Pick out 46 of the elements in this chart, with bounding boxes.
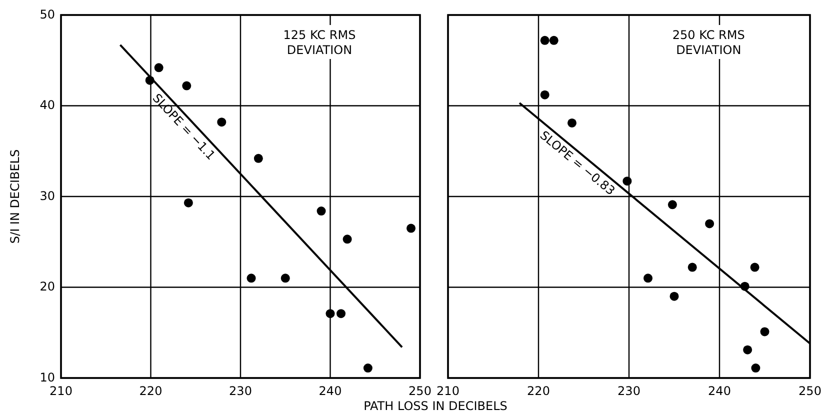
point — [217, 118, 226, 127]
x-tick-label: 220 — [527, 384, 550, 398]
y-axis-title: S/I IN DECIBELS — [8, 149, 22, 244]
point — [622, 176, 632, 186]
y-tick-label: 40 — [40, 98, 55, 112]
text: 250 KC RMS DEVIATION — [672, 28, 745, 57]
x-tick-label: 250 — [408, 384, 432, 398]
x-tick-label: 210 — [436, 384, 460, 398]
x-tick-label: 230 — [229, 384, 252, 398]
point — [280, 274, 290, 283]
point — [154, 63, 164, 72]
x-tick-label: 210 — [50, 384, 72, 398]
x-tick-label: 240 — [318, 384, 342, 398]
point — [688, 262, 697, 272]
point — [705, 219, 714, 228]
point — [336, 309, 346, 318]
point — [254, 154, 263, 163]
point — [184, 198, 193, 208]
point — [743, 345, 752, 354]
point — [668, 200, 677, 210]
y-tick-label: 50 — [40, 7, 55, 22]
y-tick-label: 30 — [40, 188, 55, 203]
point — [182, 81, 192, 90]
x-tick-label: 230 — [618, 384, 640, 398]
point — [540, 36, 550, 45]
x-tick-label: 240 — [708, 384, 731, 398]
x-tick-label: 220 — [139, 384, 162, 398]
x-tick-label: 250 — [798, 384, 822, 398]
point — [246, 274, 256, 283]
text: 125 KC RMS DEVIATION — [283, 28, 356, 57]
point — [363, 364, 372, 373]
point — [760, 327, 770, 336]
point — [540, 90, 550, 100]
point — [751, 364, 760, 373]
y-tick-label: 10 — [40, 370, 55, 384]
point — [567, 118, 576, 128]
point — [549, 36, 558, 45]
x-axis-title: PATH LOSS IN DECIBELS — [364, 399, 508, 413]
point — [326, 309, 335, 318]
point — [750, 262, 760, 272]
y-tick-label: 20 — [40, 280, 55, 294]
point — [644, 274, 653, 283]
point — [316, 206, 326, 216]
point — [406, 224, 416, 233]
point — [342, 234, 352, 244]
point — [670, 292, 679, 301]
